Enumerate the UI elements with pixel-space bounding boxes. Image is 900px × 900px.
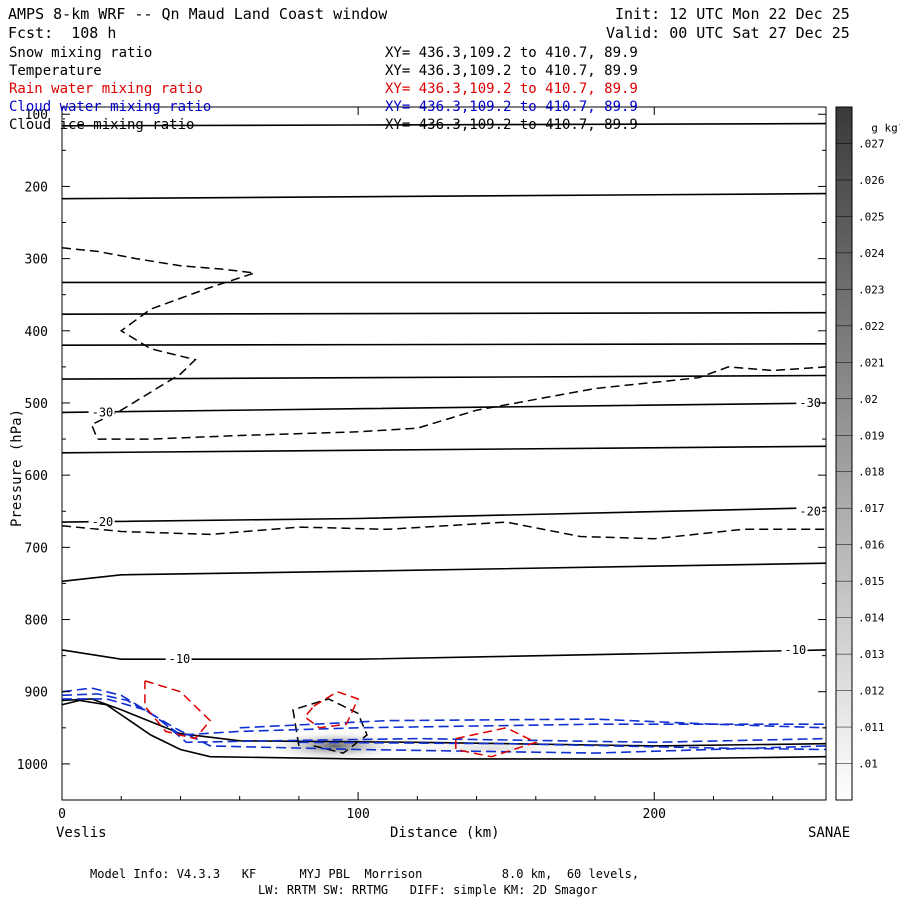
- y-axis-label: Pressure (hPa): [9, 408, 26, 528]
- legend-name: Rain water mixing ratio: [9, 81, 203, 97]
- temperature-contour-label: -10: [785, 643, 807, 657]
- rain-water-contour: [455, 727, 538, 758]
- snow-contour: [62, 247, 826, 440]
- y-tick-label: 1000: [17, 758, 48, 773]
- colorbar-unit-text: g kg: [871, 121, 898, 135]
- x-axis-label: Distance (km): [390, 825, 500, 841]
- valid-time: Valid: 00 UTC Sat 27 Dec 25: [606, 24, 850, 42]
- colorbar-label: .026: [858, 174, 885, 187]
- legend-xy: XY= 436.3,109.2 to 410.7, 89.9: [385, 99, 638, 115]
- model-info-line1: Model Info: V4.3.3 KF MYJ PBL Morrison 8…: [90, 867, 640, 881]
- colorbar-label: .01: [858, 758, 878, 771]
- snow-contour: [292, 698, 368, 754]
- y-tick-label: 100: [25, 108, 48, 123]
- snow-contour: [62, 521, 826, 540]
- colorbar-label: .023: [858, 283, 885, 296]
- contour-label-bg: [165, 651, 192, 666]
- y-tick-label: 900: [25, 686, 48, 701]
- temperature-contour: [62, 699, 826, 760]
- init-time: Init: 12 UTC Mon 22 Dec 25: [615, 5, 850, 23]
- y-tick-label: 500: [25, 397, 48, 412]
- colorbar-label: .015: [858, 575, 885, 588]
- x-tick-label: 200: [643, 807, 666, 822]
- temperature-contour: [62, 649, 826, 660]
- legend-name: Snow mixing ratio: [9, 45, 153, 61]
- cloud-water-contour: [62, 698, 826, 754]
- temperature-contour: [62, 402, 826, 414]
- colorbar-label: .025: [858, 210, 885, 223]
- x-tick-label: 0: [58, 807, 66, 822]
- legend-xy: XY= 436.3,109.2 to 410.7, 89.9: [385, 45, 638, 61]
- colorbar: [835, 106, 853, 801]
- colorbar-label: .011: [858, 721, 885, 734]
- cloud-water-contour: [62, 687, 826, 736]
- temperature-contour-label: -20: [92, 515, 114, 529]
- colorbar-label: .018: [858, 466, 885, 479]
- chart-title: AMPS 8-km WRF -- Qn Maud Land Coast wind…: [8, 5, 388, 23]
- legend-name: Cloud water mixing ratio: [9, 99, 212, 115]
- colorbar-label: .024: [858, 247, 885, 260]
- colorbar-label: .013: [858, 648, 885, 661]
- temperature-contour: [62, 374, 826, 380]
- temperature-contour: [62, 343, 826, 346]
- model-info-line2: LW: RRTM SW: RRTMG DIFF: simple KM: 2D S…: [258, 883, 598, 897]
- cloud-water-contour: [239, 718, 826, 729]
- colorbar-label: .012: [858, 685, 885, 698]
- colorbar-label: .022: [858, 320, 885, 333]
- temperature-contour: [62, 445, 826, 454]
- left-endpoint-label: Veslis: [56, 825, 107, 841]
- temperature-contour: [62, 192, 826, 200]
- temperature-contour: [62, 311, 826, 315]
- temperature-contour-label: -30: [799, 396, 821, 410]
- temperature-contour: [62, 122, 826, 127]
- legend-xy: XY= 436.3,109.2 to 410.7, 89.9: [385, 117, 638, 133]
- y-tick-label: 600: [25, 469, 48, 484]
- colorbar-label: .02: [858, 393, 878, 406]
- y-tick-label: 700: [25, 541, 48, 556]
- plot-frame: [61, 106, 827, 801]
- y-tick-label: 300: [25, 253, 48, 268]
- rain-water-contour: [303, 690, 360, 729]
- cloud-water-contour: [62, 693, 826, 744]
- y-tick-label: 800: [25, 614, 48, 629]
- legend-xy: XY= 436.3,109.2 to 410.7, 89.9: [385, 63, 638, 79]
- legend-name: Cloud ice mixing ratio: [9, 117, 195, 133]
- colorbar-label: .017: [858, 502, 885, 515]
- temperature-contour: [62, 506, 826, 523]
- rain-water-contour: [144, 680, 212, 740]
- temperature-contour-label: -30: [92, 405, 114, 419]
- temperature-contour-label: -20: [799, 504, 821, 518]
- contour-label-bg: [88, 514, 115, 529]
- contour-label-bg: [88, 404, 115, 419]
- y-tick-label: 200: [25, 180, 48, 195]
- legend-name: Temperature: [9, 63, 102, 79]
- temperature-contour-label: -10: [169, 652, 191, 666]
- colorbar-label: .014: [858, 612, 885, 625]
- colorbar-label: .016: [858, 539, 885, 552]
- x-tick-label: 100: [346, 807, 369, 822]
- y-tick-label: 400: [25, 325, 48, 340]
- contour-label-bg: [796, 503, 823, 518]
- colorbar-label: .027: [858, 137, 885, 150]
- forecast-hour: Fcst: 108 h: [8, 24, 117, 42]
- contour-label-bg: [781, 641, 808, 656]
- legend-xy: XY= 436.3,109.2 to 410.7, 89.9: [385, 81, 638, 97]
- cloud-water-contour: [298, 741, 826, 751]
- right-endpoint-label: SANAE: [808, 825, 851, 841]
- colorbar-label: .019: [858, 429, 885, 442]
- colorbar-label: .021: [858, 356, 885, 369]
- colorbar-unit-exp: -1: [898, 120, 900, 129]
- contour-label-bg: [796, 394, 823, 409]
- colorbar-unit: g kg-1: [858, 101, 900, 137]
- temperature-contour: [62, 562, 826, 583]
